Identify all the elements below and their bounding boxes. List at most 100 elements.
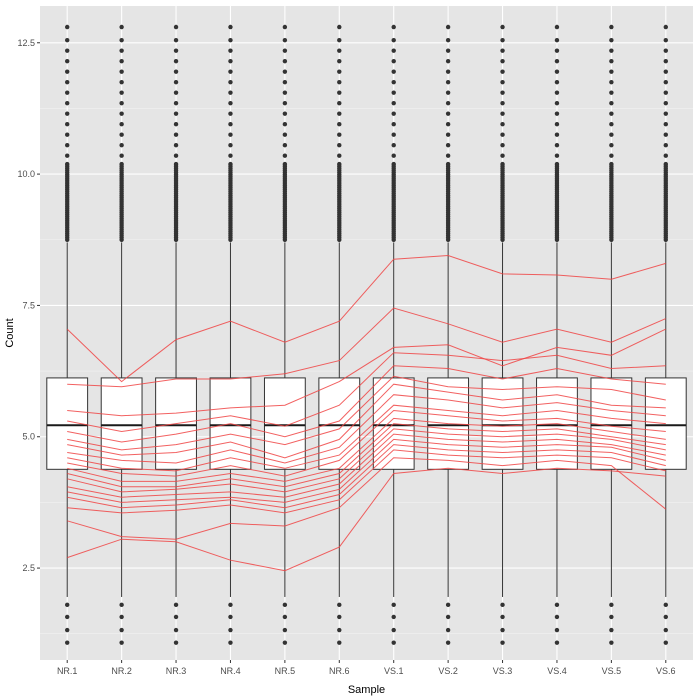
outlier-point <box>663 153 668 158</box>
outlier-point <box>173 24 179 30</box>
outlier-point <box>663 132 668 137</box>
profile-line <box>67 433 666 498</box>
outlier-point <box>663 90 668 95</box>
box <box>481 377 524 470</box>
boxplot-VS.6 <box>644 24 687 645</box>
x-tick-label: NR.1 <box>57 666 78 676</box>
outlier-point <box>391 627 396 633</box>
box <box>100 377 143 470</box>
profile-line <box>67 375 666 451</box>
outlier-point <box>445 79 451 85</box>
outlier-point <box>65 602 70 608</box>
outlier-points-dense <box>173 161 179 242</box>
outlier-points-dense <box>282 161 288 242</box>
outlier-point <box>65 143 70 148</box>
outlier-point <box>282 69 288 74</box>
outlier-point <box>119 69 124 74</box>
outlier-point <box>500 24 505 30</box>
outlier-point <box>173 143 179 148</box>
outlier-point <box>282 132 288 137</box>
x-axis: NR.1 NR.2 NR.3 NR.4 NR.5 NR.6 VS.1 VS.2 VS.3 VS.4… <box>57 660 676 676</box>
x-tick-label: VS.5 <box>602 666 622 676</box>
outlier-point <box>391 132 396 137</box>
outlier-point <box>663 640 668 645</box>
y-axis: 2.5 5.0 7.5 10.0 12.5 <box>17 38 40 573</box>
outlier-points-dense <box>445 161 451 242</box>
outlier-point <box>609 69 614 74</box>
outlier-point <box>391 100 396 106</box>
outlier-point <box>337 153 342 158</box>
outlier-point <box>337 79 342 85</box>
outlier-point <box>65 79 70 85</box>
outlier-point <box>445 614 451 620</box>
outlier-point <box>609 161 614 167</box>
outlier-point <box>119 24 124 30</box>
outlier-point <box>663 100 668 106</box>
outlier-point <box>65 614 70 620</box>
minor-gridlines <box>40 108 693 635</box>
outlier-point <box>445 111 451 116</box>
y-tick-label: 10.0 <box>17 169 35 179</box>
outlier-point <box>663 614 668 620</box>
outlier-point <box>609 602 614 608</box>
outlier-point <box>609 627 614 633</box>
outlier-point <box>228 132 233 137</box>
outlier-point <box>173 121 179 127</box>
outlier-point <box>282 58 288 64</box>
outlier-point <box>173 79 179 85</box>
outlier-point <box>663 121 668 127</box>
outlier-point <box>282 48 288 53</box>
outlier-point <box>337 614 342 620</box>
outlier-point <box>609 143 614 148</box>
outlier-point <box>119 602 124 608</box>
outlier-point <box>609 132 614 137</box>
outlier-point <box>65 90 70 95</box>
outlier-point <box>119 58 124 64</box>
outlier-point <box>554 614 560 620</box>
outlier-point <box>609 37 614 43</box>
outlier-point <box>445 161 451 167</box>
outlier-point <box>65 37 70 43</box>
outlier-point <box>173 58 179 64</box>
outlier-points-dense <box>663 161 668 242</box>
outlier-point <box>609 153 614 158</box>
outlier-point <box>282 161 288 167</box>
outlier-point <box>554 132 560 137</box>
outlier-point <box>119 614 124 620</box>
outlier-point <box>173 69 179 74</box>
outlier-point <box>119 640 124 645</box>
outlier-point <box>119 121 124 127</box>
outlier-point <box>337 24 342 30</box>
outlier-point <box>391 143 396 148</box>
outlier-point <box>65 640 70 645</box>
outlier-point <box>282 24 288 30</box>
outlier-point <box>500 153 505 158</box>
outlier-point <box>554 111 560 116</box>
outlier-point <box>500 69 505 74</box>
outlier-point <box>282 111 288 116</box>
outlier-point <box>65 69 70 74</box>
outlier-point <box>228 90 233 95</box>
outlier-point <box>391 161 396 167</box>
outlier-point <box>337 640 342 645</box>
x-tick-label: VS.3 <box>493 666 513 676</box>
outlier-point <box>119 153 124 158</box>
outlier-point <box>391 58 396 64</box>
boxplot-NR.2 <box>100 24 143 645</box>
outlier-point <box>282 602 288 608</box>
outlier-points-dense <box>337 161 342 242</box>
outlier-point <box>445 69 451 74</box>
outlier-point <box>282 121 288 127</box>
outlier-point <box>445 143 451 148</box>
outlier-point <box>500 132 505 137</box>
outlier-point <box>228 143 233 148</box>
outlier-point <box>173 132 179 137</box>
outlier-points-dense <box>119 161 124 242</box>
boxplot-NR.4 <box>209 24 252 645</box>
outlier-point <box>337 37 342 43</box>
outlier-point <box>173 100 179 106</box>
outlier-point <box>500 143 505 148</box>
outlier-point <box>554 37 560 43</box>
outlier-point <box>554 143 560 148</box>
outlier-point <box>609 111 614 116</box>
